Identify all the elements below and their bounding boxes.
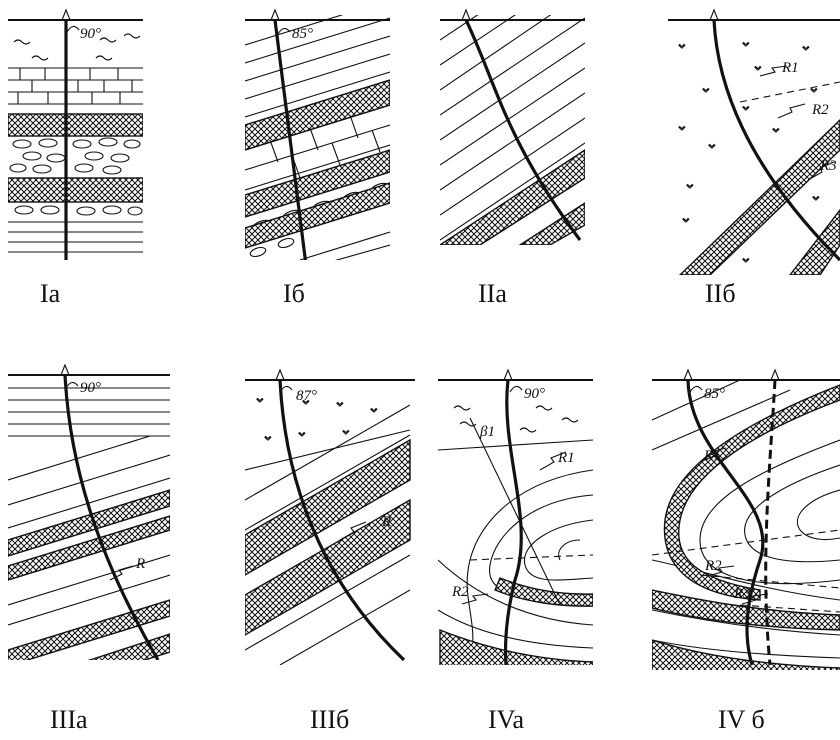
svg-text:⌄: ⌄ <box>340 423 352 438</box>
reflector-label: R2 <box>451 584 469 600</box>
svg-text:⌄: ⌄ <box>800 39 812 54</box>
reflector-label: R3 <box>819 158 837 174</box>
reflector-label: R1 <box>557 450 575 466</box>
svg-text:⌄: ⌄ <box>752 59 764 74</box>
angle-label: 90° <box>80 26 101 42</box>
caption-iva: IVa <box>488 705 525 734</box>
svg-text:⌄: ⌄ <box>368 401 380 416</box>
reflector-label: R1 <box>781 60 799 76</box>
dip-symbol: β1 <box>479 424 495 440</box>
svg-text:⌄: ⌄ <box>740 99 752 114</box>
svg-text:⌄: ⌄ <box>770 121 782 136</box>
angle-label: 90° <box>524 386 545 402</box>
svg-text:⌄: ⌄ <box>810 189 822 204</box>
svg-text:⌄: ⌄ <box>700 81 712 96</box>
svg-text:⌄: ⌄ <box>300 393 312 408</box>
caption-ib: Iб <box>283 279 305 308</box>
svg-text:⌄: ⌄ <box>254 391 266 406</box>
caption-iib: IIб <box>705 279 736 308</box>
panel-iva: 90° β1 R1 R2 IVa <box>438 368 593 734</box>
svg-text:⌄: ⌄ <box>676 37 688 52</box>
caption-iiib: IIIб <box>310 705 349 734</box>
angle-label: 85° <box>292 26 313 42</box>
panel-iia: IIa <box>440 8 585 308</box>
reflector-label: R1 <box>703 448 721 464</box>
panel-ivb: 85° R1 R2 R3 IV б <box>652 368 840 734</box>
svg-text:⌄: ⌄ <box>684 177 696 192</box>
angle-label: 87° <box>296 388 317 404</box>
svg-text:⌄: ⌄ <box>262 429 274 444</box>
caption-iiia: IIIa <box>50 705 88 734</box>
reflector-label: R2 <box>811 102 829 118</box>
svg-text:⌄: ⌄ <box>680 211 692 226</box>
svg-text:⌄: ⌄ <box>334 395 346 410</box>
caption-iia: IIa <box>478 279 507 308</box>
panel-ib: 85° Iб <box>245 8 390 308</box>
panel-iiia: 90° R IIIa <box>8 363 170 734</box>
svg-text:⌄: ⌄ <box>808 81 820 96</box>
panel-iib: ⌄⌄⌄ ⌄⌄⌄ ⌄⌄⌄ ⌄⌄⌄ ⌄⌄⌄ R1 R2 R3 IIб <box>668 8 840 308</box>
svg-text:⌄: ⌄ <box>706 137 718 152</box>
panel-ia: 90° Ia <box>8 8 143 308</box>
svg-text:⌄: ⌄ <box>740 251 752 266</box>
angle-label: 85° <box>704 386 725 402</box>
caption-ia: Ia <box>40 279 61 308</box>
angle-label: 90° <box>80 380 101 396</box>
svg-text:⌄: ⌄ <box>296 425 308 440</box>
caption-ivb: IV б <box>718 705 765 734</box>
reflector-label: R <box>381 514 391 530</box>
reflector-label: R3 <box>733 586 751 602</box>
panel-iiib: ⌄ ⌄ ⌄ ⌄ ⌄ ⌄ ⌄ 87° R IIIб <box>245 368 415 734</box>
svg-text:⌄: ⌄ <box>740 35 752 50</box>
reflector-label: R2 <box>704 558 722 574</box>
svg-text:⌄: ⌄ <box>676 119 688 134</box>
reflector-label: R <box>135 556 145 572</box>
